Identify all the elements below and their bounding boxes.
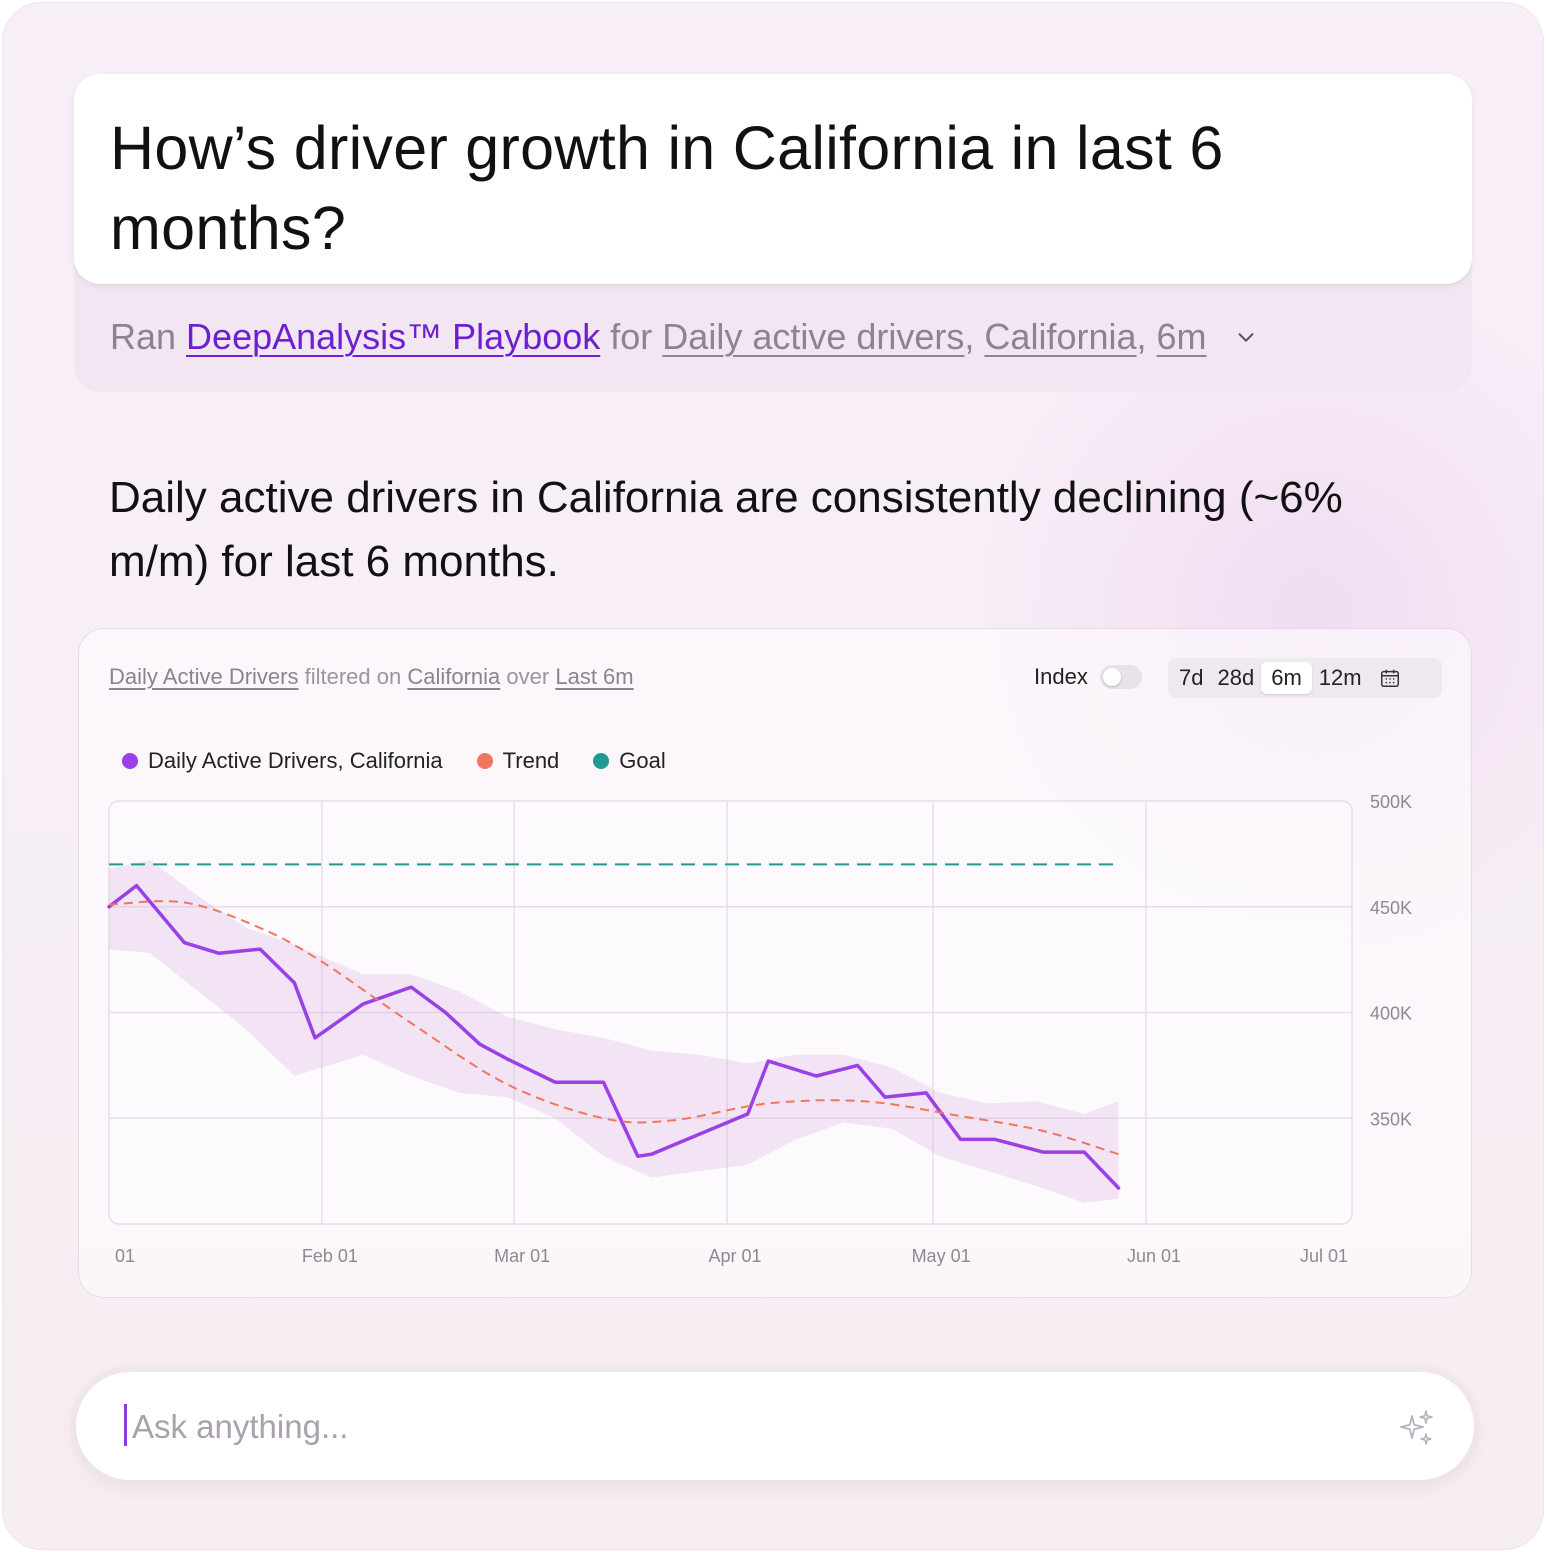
question-card: How’s driver growth in California in las… — [74, 74, 1472, 284]
range-12m-button[interactable]: 12m — [1318, 665, 1362, 690]
ran-for: for — [610, 316, 653, 357]
playbook-run-line: Ran DeepAnalysis™ Playbook for Daily act… — [110, 316, 1257, 358]
ran-prefix: Ran — [110, 316, 177, 357]
summary-text: Daily active drivers in California are c… — [109, 473, 1343, 586]
x-tick-label: Jul 01 — [1300, 1246, 1348, 1266]
period-link[interactable]: 6m — [1156, 316, 1207, 357]
region-link[interactable]: California — [984, 316, 1137, 357]
y-tick-label: 350K — [1370, 1109, 1412, 1129]
x-tick-label: Mar 01 — [494, 1246, 550, 1266]
question-text: How’s driver growth in California in las… — [110, 114, 1224, 262]
calendar-icon[interactable] — [1379, 667, 1401, 689]
filter-metric-link[interactable]: Daily Active Drivers — [109, 664, 299, 689]
index-toggle[interactable] — [1099, 665, 1142, 689]
x-tick-label: Apr 01 — [709, 1246, 762, 1266]
legend-dot-goal — [593, 753, 610, 769]
legend-dot-dad — [122, 753, 138, 769]
ask-input[interactable]: Ask anything... — [132, 1408, 349, 1445]
confidence-band — [109, 860, 1119, 1203]
range-6m-button[interactable]: 6m — [1261, 662, 1312, 694]
metric-link[interactable]: Daily active drivers — [662, 316, 965, 357]
x-tick-label: 01 — [115, 1246, 135, 1266]
playbook-link[interactable]: DeepAnalysis™ Playbook — [186, 316, 601, 357]
query-block: How’s driver growth in California in las… — [74, 74, 1472, 392]
filter-period-link[interactable]: Last 6m — [555, 664, 634, 689]
legend-item-goal[interactable]: Goal — [593, 748, 666, 774]
index-label: Index — [1034, 664, 1088, 689]
x-tick-label: Jun 01 — [1127, 1246, 1181, 1266]
y-tick-label: 500K — [1370, 792, 1412, 812]
y-tick-label: 400K — [1370, 1004, 1412, 1024]
chevron-down-icon[interactable] — [1235, 326, 1257, 348]
index-toggle-group: Index — [1034, 664, 1142, 690]
filter-region-link[interactable]: California — [407, 664, 501, 689]
range-7d-button[interactable]: 7d — [1179, 665, 1204, 690]
toggle-knob — [1102, 668, 1121, 686]
legend-dot-trend — [476, 753, 493, 769]
chart-card: Daily Active Drivers filtered on Califor… — [78, 628, 1472, 1298]
x-tick-label: May 01 — [912, 1246, 971, 1266]
chart-legend: Daily Active Drivers, California Trend G… — [122, 748, 700, 774]
text-caret — [124, 1404, 127, 1446]
legend-item-dad[interactable]: Daily Active Drivers, California — [122, 748, 443, 774]
legend-item-trend[interactable]: Trend — [476, 748, 559, 774]
ask-input-bar[interactable]: Ask anything... — [76, 1372, 1474, 1480]
range-selector: 7d 28d 6m 12m — [1168, 658, 1442, 698]
line-chart[interactable]: 500K 450K 400K 350K 01 Feb 01 Mar 01 Apr 01 May … — [78, 628, 1472, 1298]
series-line-daily-active-drivers-california — [107, 883, 1121, 1190]
y-tick-label: 450K — [1370, 898, 1412, 918]
sparkle-icon[interactable] — [1396, 1408, 1436, 1448]
x-tick-label: Feb 01 — [302, 1246, 358, 1266]
range-28d-button[interactable]: 28d — [1217, 665, 1255, 690]
chart-filter-line: Daily Active Drivers filtered on Califor… — [109, 664, 634, 689]
